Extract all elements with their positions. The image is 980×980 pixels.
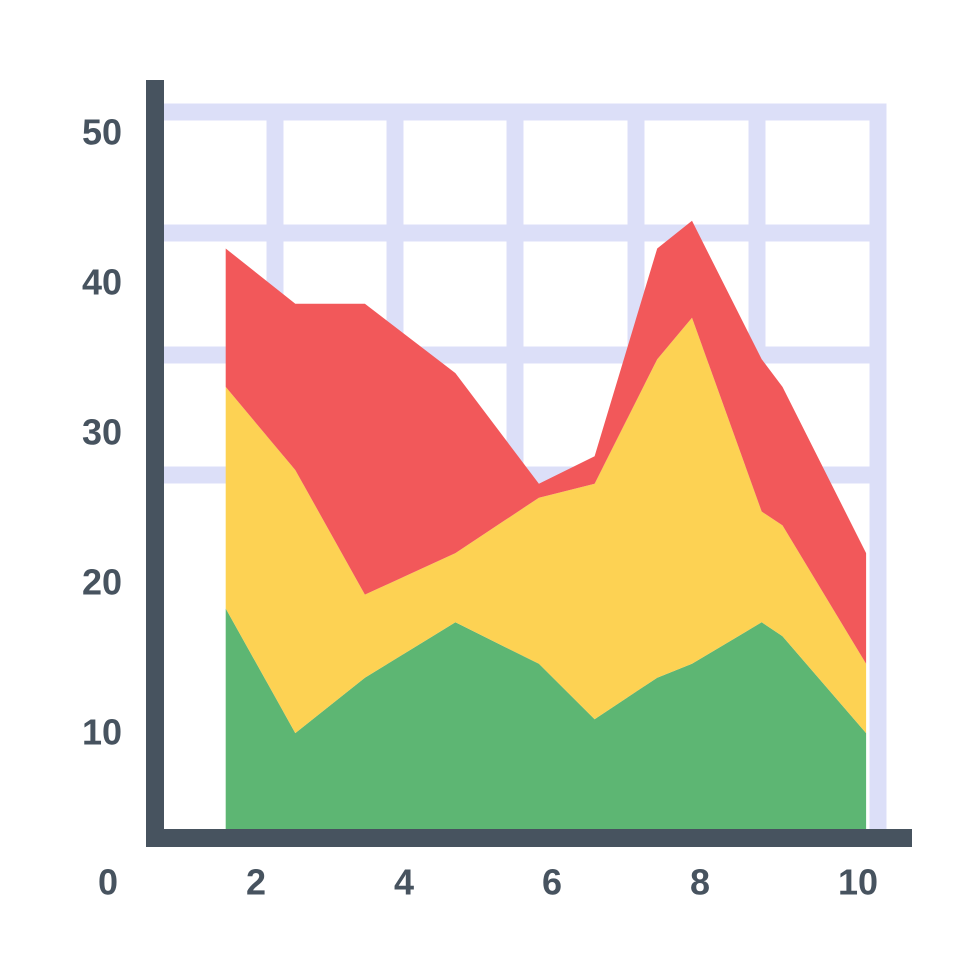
axes xyxy=(146,80,912,847)
x-tick-label: 6 xyxy=(542,862,562,903)
x-axis-line xyxy=(146,829,912,847)
x-tick-label: 4 xyxy=(394,862,414,903)
area-series-1 xyxy=(225,608,867,830)
area-series-3 xyxy=(225,220,867,664)
area-series-group xyxy=(225,220,867,830)
y-tick-label: 20 xyxy=(82,562,122,603)
y-tick-label: 30 xyxy=(82,412,122,453)
y-tick-label: 50 xyxy=(82,112,122,153)
y-tick-label: 40 xyxy=(82,262,122,303)
area-series-2 xyxy=(225,317,867,734)
x-tick-label: 0 xyxy=(98,862,118,903)
x-tick-label: 8 xyxy=(690,862,710,903)
y-tick-label: 10 xyxy=(82,712,122,753)
x-tick-label: 10 xyxy=(838,862,878,903)
x-tick-label: 2 xyxy=(246,862,266,903)
y-axis-line xyxy=(146,80,164,847)
tick-labels: 10 20 30 40 50 0 2 4 6 8 10 xyxy=(82,112,878,903)
